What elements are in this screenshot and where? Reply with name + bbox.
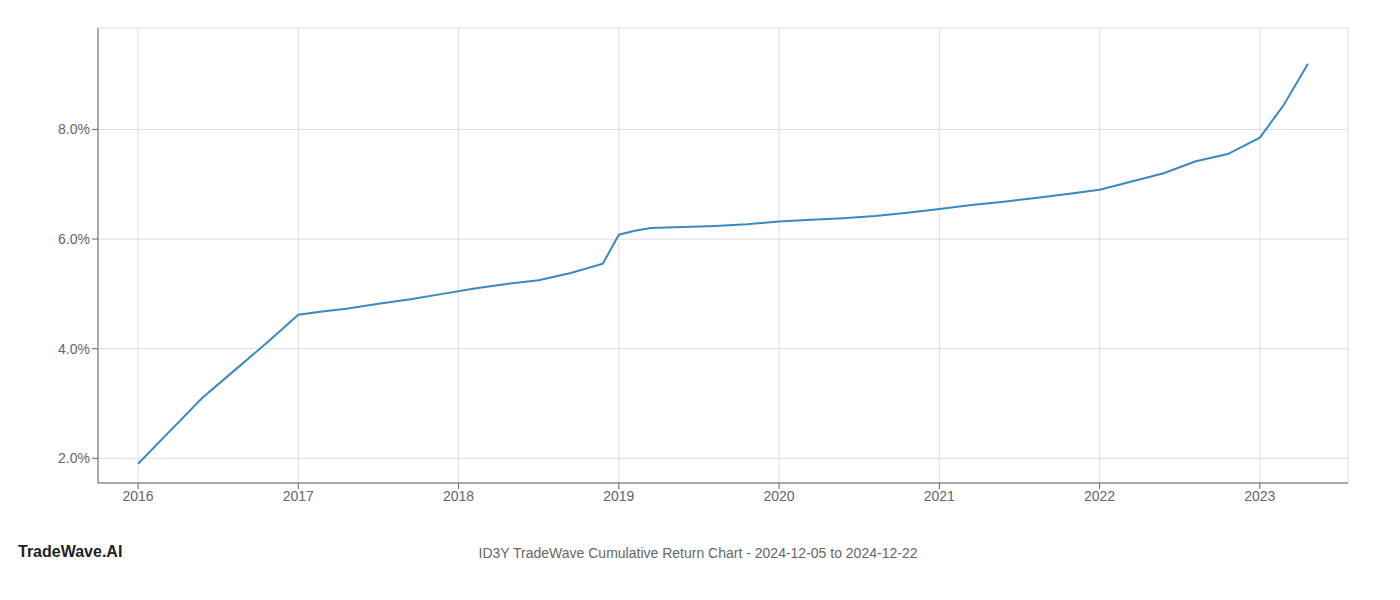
svg-text:2017: 2017 (283, 488, 314, 504)
svg-text:6.0%: 6.0% (58, 231, 90, 247)
svg-text:4.0%: 4.0% (58, 341, 90, 357)
svg-text:8.0%: 8.0% (58, 121, 90, 137)
svg-text:2021: 2021 (924, 488, 955, 504)
svg-text:2020: 2020 (764, 488, 795, 504)
html-text:ID3Y TradeWave Cumulative Retu: ID3Y TradeWave Cumulative Return Chart -… (478, 545, 918, 561)
svg-text:2023: 2023 (1244, 488, 1275, 504)
svg-text:2018: 2018 (443, 488, 474, 504)
svg-text:2016: 2016 (122, 488, 153, 504)
svg-text:2019: 2019 (603, 488, 634, 504)
svg-text:2022: 2022 (1084, 488, 1115, 504)
svg-text:2.0%: 2.0% (58, 450, 90, 466)
html-text:TradeWave.AI: TradeWave.AI (18, 543, 123, 560)
